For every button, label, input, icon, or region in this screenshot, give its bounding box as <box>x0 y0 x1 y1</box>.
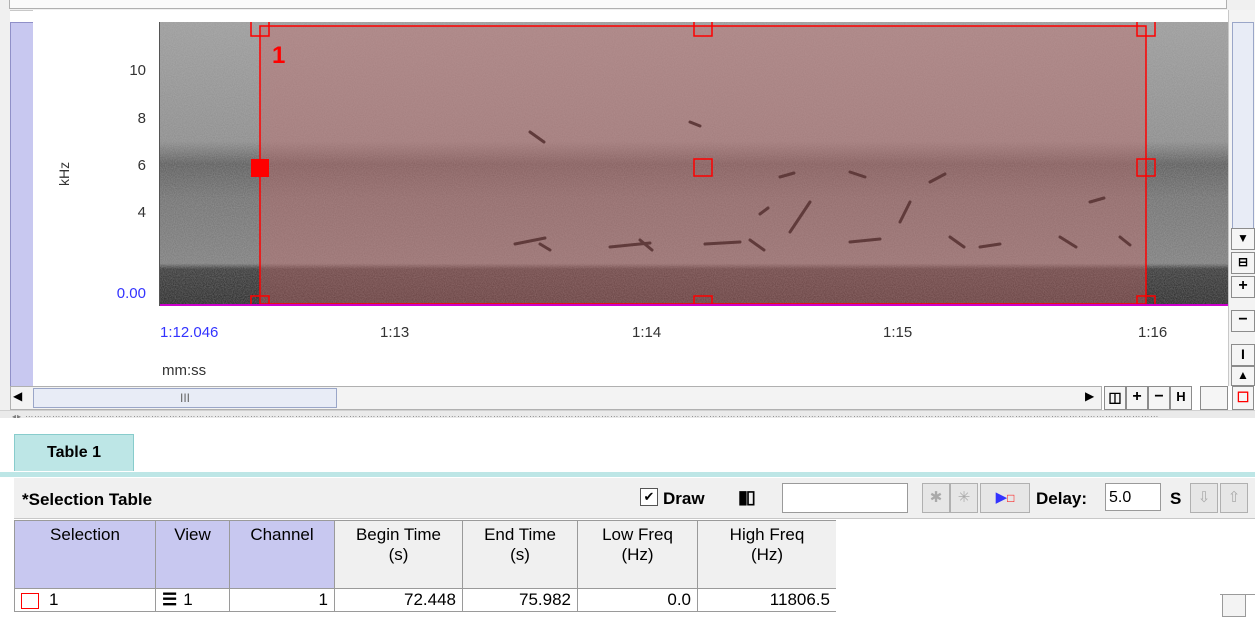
cell-end-time[interactable]: 75.982 <box>462 588 578 612</box>
spacer <box>1200 386 1228 410</box>
cell-low-freq[interactable]: 0.0 <box>577 588 698 612</box>
x-tick-1-14: 1:14 <box>632 324 662 341</box>
selection-table-title: *Selection Table <box>22 490 153 509</box>
tab-underline <box>0 472 1255 477</box>
header-begin-time[interactable]: Begin Time (s) <box>334 520 463 589</box>
y-tick-8: 8 <box>137 110 146 127</box>
header-low-freq[interactable]: Low Freq (Hz) <box>577 520 698 589</box>
vertical-scroll-thumb[interactable] <box>1232 22 1254 229</box>
time-zoom-selection-icon[interactable]: H <box>1170 386 1192 410</box>
cell-begin-time[interactable]: 72.448 <box>334 588 463 612</box>
header-end-time[interactable]: End Time (s) <box>462 520 578 589</box>
frequency-zoom-selection-icon[interactable]: I <box>1231 344 1255 366</box>
selection-table-toolbar <box>14 478 1255 519</box>
x-axis-start-time: 1:12.046 <box>160 324 219 341</box>
y-tick-4: 4 <box>137 204 146 221</box>
y-axis-min-value: 0.00 <box>116 285 146 302</box>
y-tick-6: 6 <box>137 157 146 174</box>
cell-selection[interactable]: 1 <box>14 588 156 612</box>
move-down-arrow-icon[interactable]: ⇩ <box>1190 483 1218 513</box>
spectrogram-canvas[interactable] <box>160 22 1228 306</box>
time-zoom-in-button[interactable]: + <box>1126 386 1148 410</box>
scroll-right-arrow-icon[interactable]: ▶ <box>1085 389 1095 403</box>
tab-table-1[interactable]: Table 1 <box>14 434 134 471</box>
table-header-filler <box>836 520 1255 595</box>
delay-input[interactable]: 5.0 <box>1105 483 1161 511</box>
columns-grip-icon[interactable]: ▮▯ <box>738 487 756 507</box>
selection-zoom-icon[interactable]: ☐ <box>1232 386 1254 410</box>
header-selection[interactable]: Selection <box>14 520 156 589</box>
x-tick-1-16: 1:16 <box>1138 324 1168 341</box>
tab-bar <box>0 418 1255 474</box>
cell-channel[interactable]: 1 <box>229 588 335 612</box>
table-row-filler <box>836 594 1220 615</box>
scroll-up-arrow-icon[interactable]: ▲ <box>1231 366 1255 386</box>
y-tick-10: 10 <box>129 62 146 79</box>
y-axis-line <box>159 22 160 306</box>
view-list-icon: ☰ <box>162 590 178 609</box>
table-scroll-corner[interactable] <box>1222 594 1246 617</box>
header-view[interactable]: View <box>155 520 230 589</box>
cell-high-freq[interactable]: 11806.5 <box>697 588 837 612</box>
header-channel[interactable]: Channel <box>229 520 335 589</box>
x-axis-format-label: mm:ss <box>162 362 207 379</box>
table-row[interactable]: 1 ☰ 1 1 72.448 75.982 0.0 11806.5 <box>14 588 837 612</box>
horizontal-scroll-thumb[interactable]: III <box>33 388 337 408</box>
next-selection-icon[interactable]: ✳ <box>950 483 978 513</box>
scroll-down-arrow-icon[interactable]: ▼ <box>1231 228 1255 250</box>
header-high-freq[interactable]: High Freq (Hz) <box>697 520 837 589</box>
selection-color-swatch <box>21 592 39 609</box>
y-axis-unit-label: kHz <box>56 161 72 186</box>
selection-table: Selection View Channel Begin Time (s) End… <box>14 520 837 612</box>
frequency-zoom-in-button[interactable]: + <box>1231 276 1255 298</box>
previous-selection-icon[interactable]: ✱ <box>922 483 950 513</box>
move-up-arrow-icon[interactable]: ⇧ <box>1220 483 1248 513</box>
draw-checkbox[interactable]: ✔ <box>640 488 658 506</box>
vertical-scrollbar[interactable]: ▼ ⊟ + − I ▲ <box>1228 10 1255 386</box>
delay-unit-label: S <box>1170 489 1182 508</box>
cell-view[interactable]: ☰ 1 <box>155 588 230 612</box>
draw-label: Draw <box>663 489 705 508</box>
x-tick-1-13: 1:13 <box>380 324 410 341</box>
time-fit-icon[interactable]: ◫ <box>1104 386 1126 410</box>
left-gutter <box>0 10 10 410</box>
horizontal-scrollbar[interactable]: ◀ III ▶ <box>10 386 1102 410</box>
frequency-fit-icon[interactable]: ⊟ <box>1231 252 1255 274</box>
time-zoom-out-button[interactable]: − <box>1148 386 1170 410</box>
pane-splitter[interactable]: ◂▸ ⋯⋯⋯⋯⋯⋯⋯⋯⋯⋯⋯⋯⋯⋯⋯⋯⋯⋯⋯⋯⋯⋯⋯⋯⋯⋯⋯⋯⋯⋯⋯⋯⋯⋯⋯⋯⋯… <box>0 410 1255 421</box>
delay-label: Delay: <box>1036 489 1088 508</box>
annotation-input[interactable] <box>782 483 908 513</box>
frequency-zoom-out-button[interactable]: − <box>1231 310 1255 332</box>
selection-number-label: 1 <box>272 42 286 69</box>
scroll-left-arrow-icon[interactable]: ◀ <box>13 389 23 403</box>
play-selection-icon[interactable]: ▶□ <box>980 483 1030 513</box>
x-tick-1-15: 1:15 <box>883 324 913 341</box>
view-side-strip[interactable] <box>10 22 34 400</box>
